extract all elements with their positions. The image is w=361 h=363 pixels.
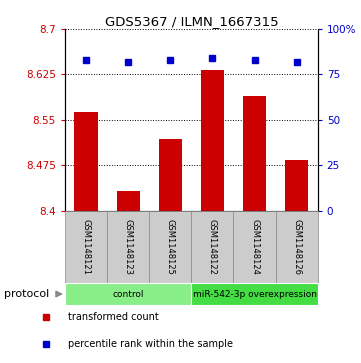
Bar xyxy=(201,70,224,211)
Bar xyxy=(191,211,234,283)
Text: protocol: protocol xyxy=(4,289,49,299)
Text: GSM1148122: GSM1148122 xyxy=(208,219,217,275)
Bar xyxy=(65,283,191,305)
Text: GSM1148121: GSM1148121 xyxy=(82,219,91,275)
Bar xyxy=(107,211,149,283)
Text: transformed count: transformed count xyxy=(68,312,159,322)
Bar xyxy=(275,211,318,283)
Text: percentile rank within the sample: percentile rank within the sample xyxy=(68,339,233,349)
Bar xyxy=(234,211,275,283)
Text: GSM1148125: GSM1148125 xyxy=(166,219,175,275)
Bar xyxy=(159,139,182,211)
Bar xyxy=(65,211,107,283)
Bar xyxy=(191,283,318,305)
Text: GSM1148123: GSM1148123 xyxy=(124,219,132,275)
Text: GSM1148126: GSM1148126 xyxy=(292,219,301,275)
Text: GSM1148124: GSM1148124 xyxy=(250,219,259,275)
Bar xyxy=(149,211,191,283)
Bar xyxy=(74,112,97,211)
Text: control: control xyxy=(112,290,144,298)
Text: miR-542-3p overexpression: miR-542-3p overexpression xyxy=(192,290,317,298)
Bar xyxy=(285,160,308,211)
Bar xyxy=(243,95,266,211)
Bar xyxy=(117,191,140,211)
Title: GDS5367 / ILMN_1667315: GDS5367 / ILMN_1667315 xyxy=(105,15,278,28)
